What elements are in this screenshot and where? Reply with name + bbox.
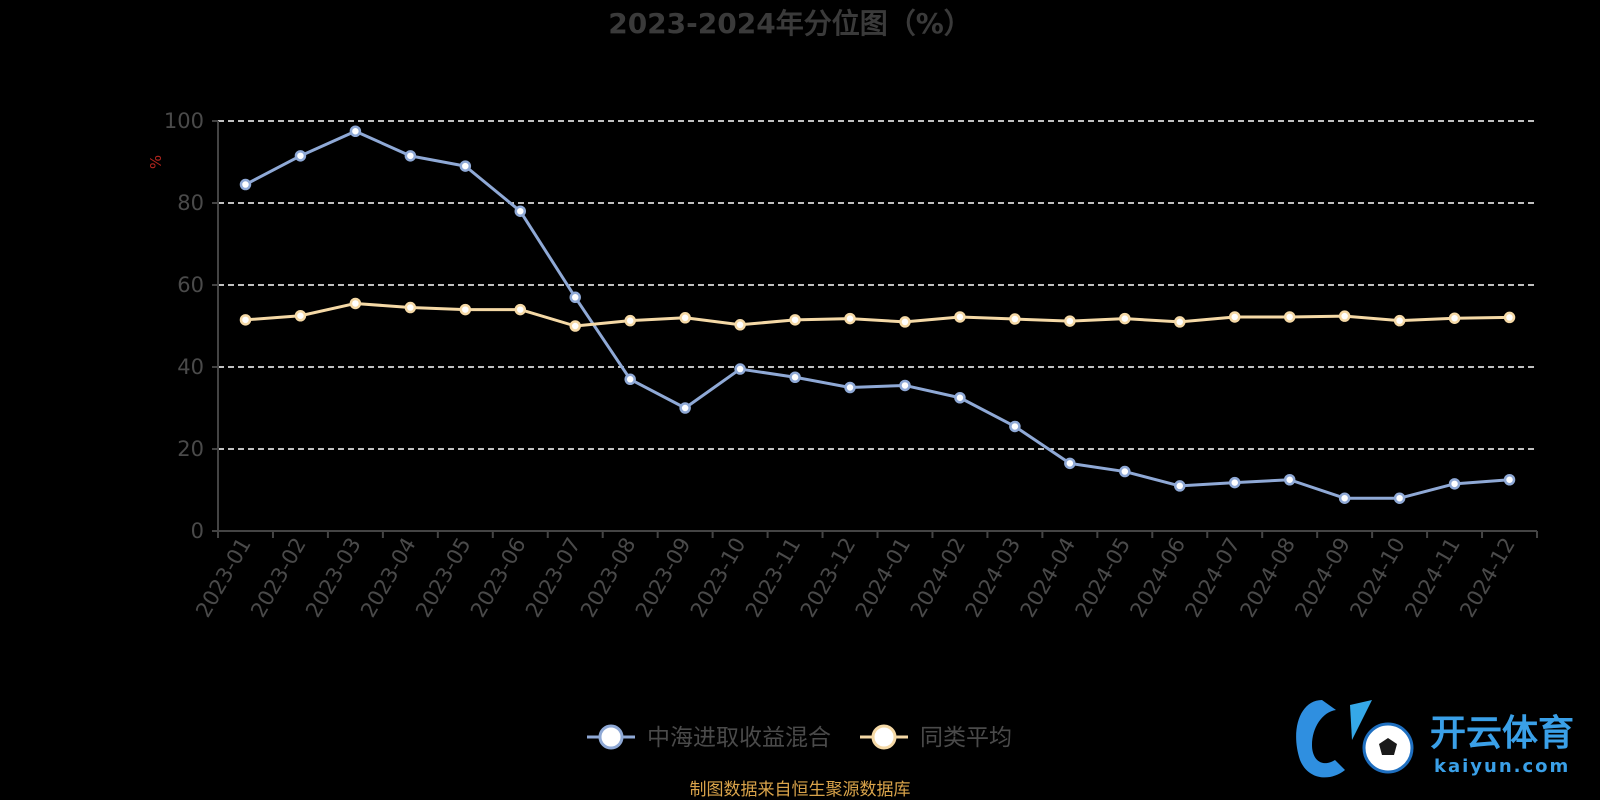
data-point-0[interactable] bbox=[514, 205, 527, 217]
data-point-1[interactable] bbox=[1119, 312, 1131, 325]
data-point-1[interactable] bbox=[1338, 310, 1351, 322]
data-point-0[interactable] bbox=[679, 402, 691, 414]
source-note: 制图数据来自恒生聚源数据库 bbox=[690, 780, 911, 800]
data-point-0[interactable] bbox=[404, 150, 417, 162]
data-point-0[interactable] bbox=[569, 291, 581, 304]
data-point-0[interactable] bbox=[294, 150, 307, 162]
data-point-1[interactable] bbox=[404, 301, 417, 314]
legend-item-fund[interactable]: 中海进取收益混合 bbox=[587, 724, 831, 751]
data-point-1[interactable] bbox=[1009, 313, 1021, 325]
data-point-0[interactable] bbox=[1174, 480, 1186, 492]
data-point-1[interactable] bbox=[569, 320, 581, 332]
watermark-logo: 开云体育 kaiyun.com bbox=[1296, 700, 1574, 778]
soccer-ball-icon bbox=[1296, 700, 1414, 778]
data-point-0[interactable] bbox=[1338, 492, 1351, 504]
data-point-1[interactable] bbox=[1228, 311, 1241, 323]
data-point-1[interactable] bbox=[1503, 311, 1516, 324]
data-point-0[interactable] bbox=[789, 371, 801, 383]
data-point-0[interactable] bbox=[1009, 420, 1021, 433]
y-tick-label: 60 bbox=[177, 273, 204, 297]
data-point-1[interactable] bbox=[294, 310, 307, 322]
watermark-domain: kaiyun.com bbox=[1434, 756, 1570, 777]
legend-swatch-marker-avg bbox=[871, 724, 897, 750]
data-point-0[interactable] bbox=[954, 392, 966, 404]
data-point-1[interactable] bbox=[1393, 314, 1406, 327]
legend-swatch-marker-fund bbox=[598, 724, 624, 750]
y-tick-label: 100 bbox=[164, 109, 204, 133]
y-tick-label: 20 bbox=[177, 437, 204, 461]
y-tick-label: 0 bbox=[191, 519, 204, 543]
y-tick-label: 40 bbox=[177, 355, 204, 379]
data-point-1[interactable] bbox=[1448, 312, 1461, 324]
y-tick-label: 80 bbox=[177, 191, 204, 215]
data-point-0[interactable] bbox=[624, 373, 636, 386]
grid-lines bbox=[218, 120, 1537, 450]
axes bbox=[212, 120, 1538, 538]
watermark-brand: 开云体育 bbox=[1430, 713, 1574, 754]
y-axis-unit: % bbox=[147, 155, 165, 169]
data-point-1[interactable] bbox=[239, 314, 252, 326]
data-point-1[interactable] bbox=[789, 314, 801, 326]
legend-label-fund: 中海进取收益混合 bbox=[647, 725, 831, 751]
data-point-0[interactable] bbox=[1448, 478, 1461, 490]
data-point-0[interactable] bbox=[459, 160, 472, 172]
data-point-0[interactable] bbox=[844, 381, 856, 394]
data-point-0[interactable] bbox=[1119, 465, 1131, 478]
data-point-1[interactable] bbox=[734, 319, 746, 331]
legend: 中海进取收益混合 同类平均 bbox=[587, 724, 1012, 751]
data-point-1[interactable] bbox=[954, 311, 966, 323]
data-point-0[interactable] bbox=[349, 125, 362, 137]
data-point-1[interactable] bbox=[844, 312, 856, 325]
data-point-1[interactable] bbox=[349, 297, 362, 310]
series-line-1 bbox=[245, 301, 1510, 328]
data-point-1[interactable] bbox=[514, 303, 527, 316]
legend-item-avg[interactable]: 同类平均 bbox=[860, 724, 1012, 751]
data-point-0[interactable] bbox=[899, 379, 911, 392]
data-point-0[interactable] bbox=[1283, 474, 1296, 486]
data-point-0[interactable] bbox=[1228, 476, 1241, 489]
data-point-0[interactable] bbox=[1503, 474, 1516, 486]
data-point-0[interactable] bbox=[1064, 457, 1076, 470]
data-point-0[interactable] bbox=[734, 363, 746, 375]
legend-label-avg: 同类平均 bbox=[920, 725, 1012, 751]
data-point-0[interactable] bbox=[1393, 492, 1406, 504]
x-tick-labels: 2023-012023-022023-032023-042023-052023-… bbox=[191, 533, 1520, 621]
data-point-1[interactable] bbox=[1174, 316, 1186, 328]
data-point-1[interactable] bbox=[1064, 315, 1076, 327]
chart-title: 2023-2024年分位图（%） bbox=[608, 7, 972, 40]
data-point-0[interactable] bbox=[239, 178, 252, 191]
data-point-1[interactable] bbox=[899, 316, 911, 328]
data-point-1[interactable] bbox=[459, 303, 472, 316]
y-tick-labels: 0 20 40 60 80 100 bbox=[164, 109, 204, 543]
x-tick-label: 2024-12 bbox=[1455, 534, 1520, 622]
data-point-1[interactable] bbox=[624, 314, 636, 327]
series-lines bbox=[239, 125, 1516, 504]
series-line-0 bbox=[244, 129, 1510, 500]
data-point-1[interactable] bbox=[1283, 311, 1296, 323]
data-point-1[interactable] bbox=[679, 312, 691, 324]
